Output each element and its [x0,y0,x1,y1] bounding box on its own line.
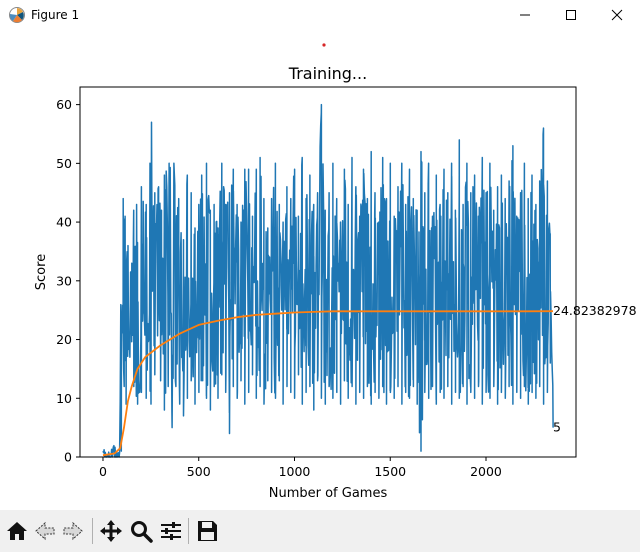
x-tick-label: 1000 [279,464,311,479]
maximize-button[interactable] [548,0,594,30]
home-icon [7,522,27,540]
minimize-button[interactable] [502,0,548,30]
forward-arrow-icon [63,521,83,541]
x-tick-label: 0 [99,464,107,479]
chart-title: Training... [288,64,367,83]
value-annotation: 24.82382978 [553,303,637,318]
navigation-toolbar [0,510,640,552]
close-icon [611,9,623,21]
save-floppy-icon [198,521,217,541]
figure-canvas[interactable]: Training... 0 500 1000 1500 2000 0 10 20 30 40 50 60… [0,30,640,510]
y-tick-label: 10 [56,391,72,406]
y-tick-label: 40 [56,215,72,230]
pan-button[interactable] [98,518,124,544]
marker-dot [322,43,326,47]
save-button[interactable] [194,518,220,544]
toolbar-separator [188,518,189,544]
training-chart: Training... 0 500 1000 1500 2000 0 10 20 30 40 50 60… [0,30,640,510]
x-tick-label: 1500 [374,464,406,479]
pan-move-icon [100,520,122,542]
x-tick-label: 2000 [470,464,502,479]
y-tick-label: 20 [56,332,72,347]
y-tick-label: 0 [64,450,72,465]
toolbar-separator [92,518,93,544]
mean-score-series-line [102,310,554,457]
zoom-magnifier-icon [131,521,153,543]
score-series-line [102,103,554,458]
configure-subplots-icon [161,522,181,540]
forward-button[interactable] [60,518,86,544]
axes-frame [79,86,577,458]
y-tick-label: 60 [56,97,72,112]
title-bar: Figure 1 [0,0,640,30]
y-tick-label: 30 [56,273,72,288]
matplotlib-logo-icon [9,7,25,23]
back-button[interactable] [32,518,58,544]
home-button[interactable] [4,518,30,544]
window-title: Figure 1 [31,8,80,22]
configure-subplots-button[interactable] [158,518,184,544]
maximize-icon [566,10,576,20]
y-axis-label: Score [34,254,49,290]
value-annotation: 5 [553,420,561,435]
x-axis-label: Number of Games [269,486,388,501]
zoom-button[interactable] [128,518,154,544]
back-arrow-icon [35,521,55,541]
y-tick-label: 50 [56,156,72,171]
x-tick-label: 500 [187,464,211,479]
close-button[interactable] [594,0,640,30]
minimize-icon [520,14,530,16]
